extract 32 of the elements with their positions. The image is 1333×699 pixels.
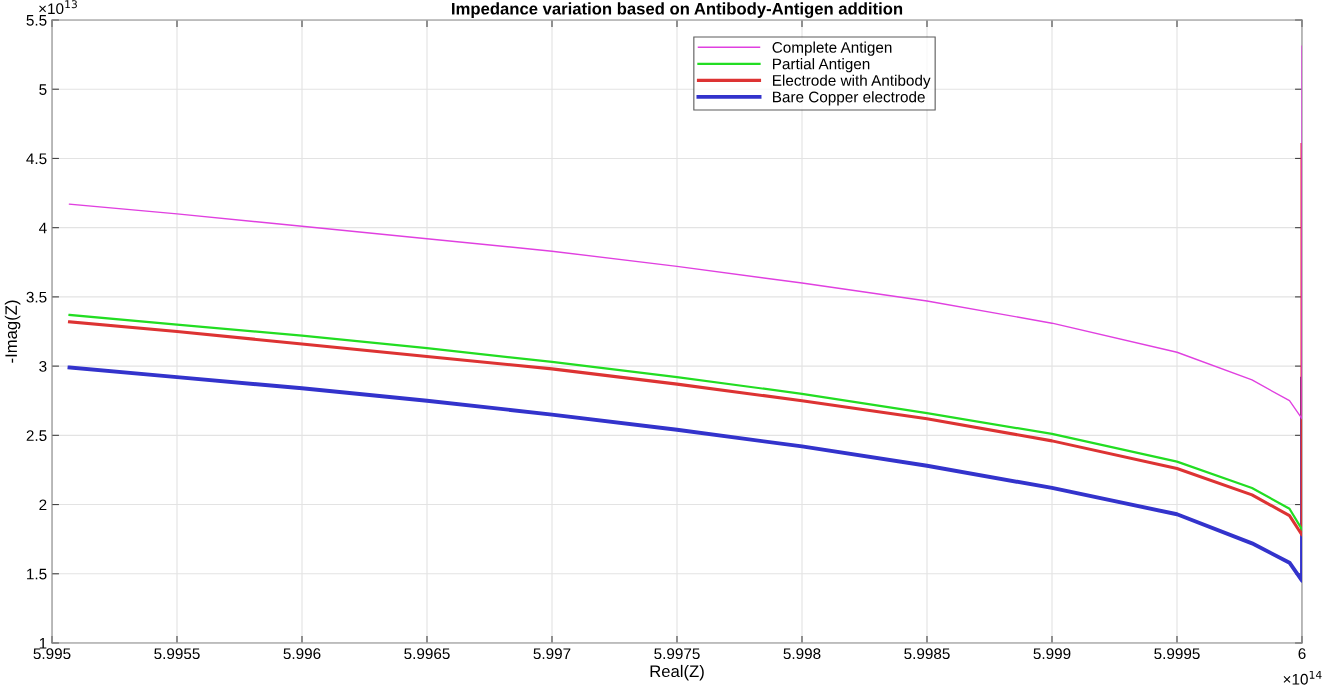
y-axis-title: -Imag(Z) xyxy=(4,300,21,363)
x-tick-label: 5.9955 xyxy=(154,648,200,660)
x-tick-label: 5.998 xyxy=(783,648,821,660)
line-series xyxy=(67,143,1302,537)
legend-label: Partial Antigen xyxy=(773,58,870,73)
x-axis-title: Real(Z) xyxy=(650,664,704,681)
y-tick-label: 2 xyxy=(39,499,47,511)
y-tick-label: 3 xyxy=(39,360,47,372)
x-tick-label: 5.999 xyxy=(1033,648,1071,660)
x-tick-label: 5.997 xyxy=(533,648,571,660)
x-tick-label: 6 xyxy=(1298,648,1306,660)
y-tick-label: 3.5 xyxy=(26,291,47,303)
legend-label: Complete Antigen xyxy=(772,41,892,56)
legend-label: Bare Copper electrode xyxy=(773,91,925,106)
y-tick-label: 1.5 xyxy=(27,568,47,580)
legend-label: Electrode with Antibody xyxy=(773,74,931,89)
y-tick-label: 2.5 xyxy=(26,430,47,442)
line-series xyxy=(68,313,1302,531)
y-tick-label: 4.5 xyxy=(26,153,47,165)
y-tick-label: 4 xyxy=(38,222,47,234)
text: ×10$^{14}$ xyxy=(1283,670,1322,685)
text: ×10$^{13}$ xyxy=(39,0,77,15)
y-tick-label: 5 xyxy=(39,84,47,95)
x-tick-label: 5.9965 xyxy=(404,648,450,660)
x-tick-label: 5.9985 xyxy=(904,648,950,660)
y-tick-label: 1 xyxy=(39,638,47,649)
x-tick-label: 5.995 xyxy=(33,648,71,660)
y-tick-label: 5.5 xyxy=(26,15,47,26)
x-tick-label: 5.9995 xyxy=(1154,648,1200,660)
chart-title: Impedance variation based on Antibody-Antigen addition xyxy=(452,2,903,18)
x-tick-label: 5.996 xyxy=(283,648,321,660)
x-tick-label: 5.9975 xyxy=(654,648,700,660)
